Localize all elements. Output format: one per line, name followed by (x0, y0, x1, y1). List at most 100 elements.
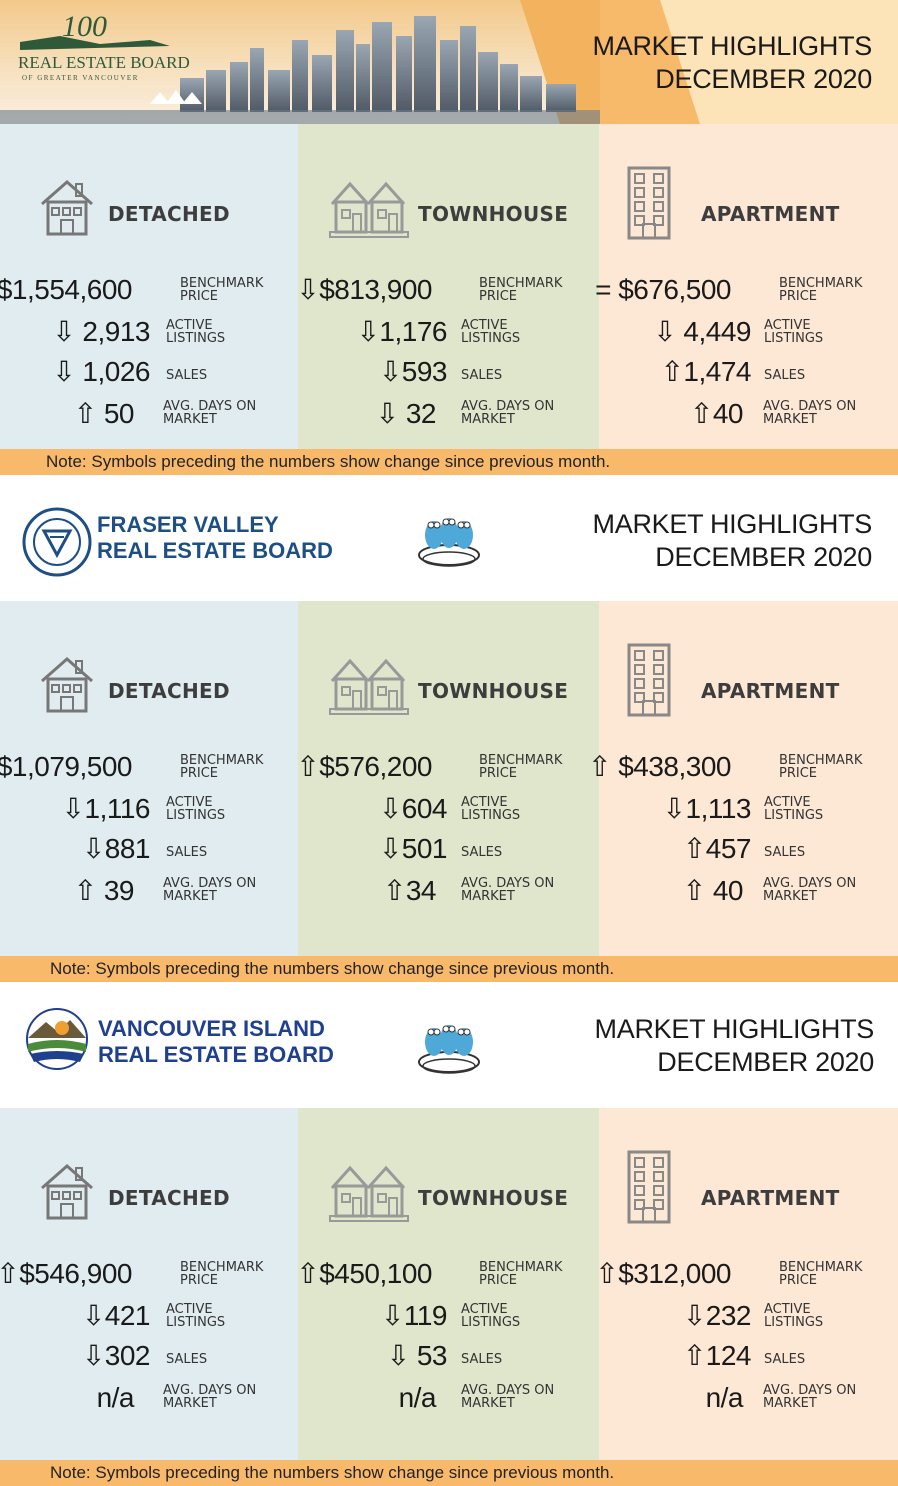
benchmark-price-value: ⇧ $438,300 (587, 751, 732, 782)
benchmark-price-label: BENCHMARK PRICE (779, 1260, 863, 1288)
gvr-logo: 100 REAL ESTATE BOARD OF GREATER VANCOUV… (18, 10, 190, 82)
svg-text:OF GREATER VANCOUVER: OF GREATER VANCOUVER (22, 74, 139, 82)
sales-label: SALES (166, 368, 208, 383)
sales-label: SALES (764, 368, 806, 383)
property-type-label: TOWNHOUSE (418, 1186, 569, 1210)
sales-row: ⇩ 53 (298, 1338, 448, 1374)
active-listings-value: ⇩232 (682, 1300, 752, 1331)
townhouse-icon (328, 655, 412, 722)
sales-value: ⇩302 (81, 1340, 151, 1371)
avg-days-on-market-label: AVG. DAYS ON MARKET (461, 876, 555, 904)
avg-days-on-market-row: ⇧ 39 (0, 873, 135, 909)
apartment-building-icon (625, 641, 673, 722)
stats-panel-vireb: DETACHED ⇧$546,900 BENCHMARK PRICE ⇩421 ACTIV… (0, 1108, 898, 1460)
note-bar: Note: Symbols preceding the numbers show… (0, 449, 898, 475)
benchmark-price-row: ⇧$1,554,600 (0, 272, 133, 308)
sales-label: SALES (461, 368, 503, 383)
benchmark-price-label: BENCHMARK PRICE (479, 1260, 563, 1288)
active-listings-label: ACTIVE LISTINGS (166, 795, 226, 823)
sales-value: ⇩ 53 (386, 1340, 448, 1371)
active-listings-label: ACTIVE LISTINGS (461, 795, 521, 823)
property-type-label: DETACHED (108, 202, 230, 226)
sales-row: ⇧1,474 (599, 354, 751, 390)
house-icon (36, 176, 98, 243)
avg-days-on-market-row: ⇧ 40 (599, 873, 744, 909)
benchmark-price-value: ⇧$450,100 (296, 1258, 432, 1289)
benchmark-price-row: ⇧$1,079,500 (0, 749, 133, 785)
sales-value: ⇧124 (682, 1340, 752, 1371)
active-listings-label: ACTIVE LISTINGS (764, 795, 824, 823)
house-icon (36, 653, 98, 720)
avg-days-on-market-value: ⇧40 (689, 398, 744, 429)
benchmark-price-value: ⇧$546,900 (0, 1258, 132, 1289)
apartment-column: APARTMENT ⇧$312,000 BENCHMARK PRICE ⇩232 ACTI… (595, 1108, 898, 1460)
avg-days-on-market-row: ⇧40 (599, 396, 744, 432)
sales-row: ⇩881 (0, 831, 151, 867)
sales-value: ⇧1,474 (660, 356, 751, 387)
active-listings-value: ⇩1,113 (662, 793, 752, 824)
note-text: Note: Symbols preceding the numbers show… (46, 452, 611, 471)
avg-days-on-market-value: ⇧ 39 (73, 875, 135, 906)
active-listings-row: ⇩421 (0, 1298, 151, 1334)
avg-days-on-market-value: ⇧ 50 (73, 398, 135, 429)
fvreb-seal-logo (22, 507, 92, 577)
sales-label: SALES (764, 1352, 806, 1367)
property-type-label: APARTMENT (701, 679, 840, 703)
page-title-fvreb: MARKET HIGHLIGHTS DECEMBER 2020 (592, 509, 873, 572)
avg-days-on-market-value: n/a (96, 1382, 135, 1413)
active-listings-label: ACTIVE LISTINGS (166, 318, 226, 346)
benchmark-price-label: BENCHMARK PRICE (779, 276, 863, 304)
benchmark-price-label: BENCHMARK PRICE (779, 753, 863, 781)
benchmark-price-label: BENCHMARK PRICE (180, 1260, 264, 1288)
sales-row: ⇩302 (0, 1338, 151, 1374)
apartment-column: APARTMENT = $676,500 BENCHMARK PRICE ⇩ 4,449… (595, 124, 898, 449)
header-gvr: 100 REAL ESTATE BOARD OF GREATER VANCOUV… (0, 0, 898, 124)
active-listings-label: ACTIVE LISTINGS (166, 1302, 226, 1330)
avg-days-on-market-label: AVG. DAYS ON MARKET (461, 399, 555, 427)
sales-label: SALES (166, 845, 208, 860)
active-listings-row: ⇩232 (599, 1298, 752, 1334)
sales-row: ⇩501 (298, 831, 448, 867)
active-listings-row: ⇩604 (298, 791, 448, 827)
property-type-label: APARTMENT (701, 1186, 840, 1210)
benchmark-price-label: BENCHMARK PRICE (479, 276, 563, 304)
svg-text:100: 100 (62, 10, 107, 43)
active-listings-value: ⇩1,116 (61, 793, 151, 824)
sales-label: SALES (166, 1352, 208, 1367)
benchmark-price-label: BENCHMARK PRICE (479, 753, 563, 781)
apartment-building-icon (625, 164, 673, 245)
avg-days-on-market-label: AVG. DAYS ON MARKET (461, 1383, 555, 1411)
sales-label: SALES (764, 845, 806, 860)
benchmark-price-row: ⇧$450,100 (296, 1256, 432, 1292)
benchmark-price-row: ⇧ $438,300 (588, 749, 732, 785)
sales-label: SALES (461, 1352, 503, 1367)
active-listings-value: ⇩119 (380, 1300, 448, 1331)
townhouse-column: TOWNHOUSE ⇧$576,200 BENCHMARK PRICE ⇩604 ACTI… (296, 601, 599, 956)
note-text: Note: Symbols preceding the numbers show… (50, 959, 615, 978)
avg-days-on-market-label: AVG. DAYS ON MARKET (763, 1383, 857, 1411)
avg-days-on-market-value: ⇧ 40 (682, 875, 744, 906)
avg-days-on-market-value: ⇩ 32 (375, 398, 437, 429)
active-listings-label: ACTIVE LISTINGS (461, 1302, 521, 1330)
house-icon (36, 1160, 98, 1227)
sales-value: ⇩ 1,026 (52, 356, 150, 387)
avg-days-on-market-label: AVG. DAYS ON MARKET (163, 876, 257, 904)
benchmark-price-value: ⇧$576,200 (296, 751, 432, 782)
vireb-logo (26, 1008, 88, 1070)
header-fvreb: FRASER VALLEY REAL ESTATE BOARD MARKET H… (0, 475, 898, 601)
townhouse-column: TOWNHOUSE ⇩$813,900 BENCHMARK PRICE ⇩1,176 AC… (296, 124, 599, 449)
active-listings-value: ⇩604 (378, 793, 448, 824)
benchmark-price-label: BENCHMARK PRICE (180, 276, 264, 304)
svg-text:REAL ESTATE BOARD: REAL ESTATE BOARD (18, 53, 190, 72)
benchmark-price-row: ⇩$813,900 (296, 272, 432, 308)
benchmark-price-row: ⇧$546,900 (0, 1256, 132, 1292)
sales-value: ⇩501 (378, 833, 448, 864)
avg-days-on-market-label: AVG. DAYS ON MARKET (763, 399, 857, 427)
note-text: Note: Symbols preceding the numbers show… (50, 1463, 615, 1482)
page-title-gvr: MARKET HIGHLIGHTS DECEMBER 2020 (592, 31, 873, 94)
avg-days-on-market-row: ⇩ 32 (298, 396, 437, 432)
avg-days-on-market-label: AVG. DAYS ON MARKET (163, 1383, 257, 1411)
avg-days-on-market-label: AVG. DAYS ON MARKET (763, 876, 857, 904)
